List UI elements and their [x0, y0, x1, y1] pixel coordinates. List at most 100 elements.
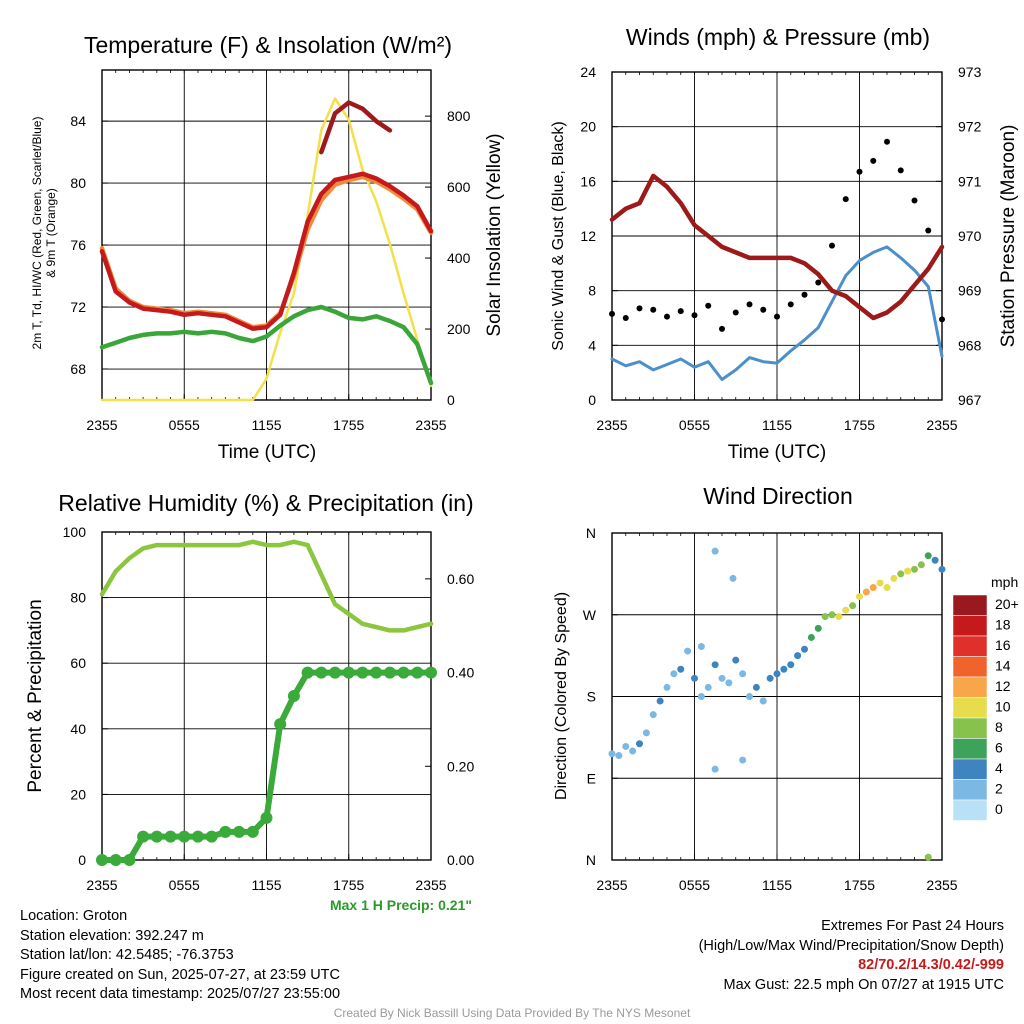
- wind-gust-point: [732, 309, 739, 316]
- temp-right-tick-label: 200: [447, 321, 471, 337]
- dir-point: [856, 593, 863, 601]
- temp-right-tick-label: 0: [447, 392, 455, 408]
- wind-gust-point: [622, 315, 629, 321]
- dir-x-tick-label: 2355: [596, 877, 627, 893]
- wind-gust-point: [801, 291, 808, 298]
- rh-right-yaxis: [425, 578, 431, 861]
- dir-point: [828, 611, 836, 619]
- dir-point: [787, 661, 795, 669]
- rh-precip-point: [260, 811, 273, 824]
- wind-gust-point: [705, 302, 712, 309]
- rh-precip-point: [205, 830, 218, 843]
- legend-swatch: [952, 717, 988, 739]
- legend-swatch: [952, 635, 988, 657]
- dir-point: [718, 674, 726, 682]
- legend-swatch: [952, 656, 988, 678]
- temp-x-tick-label: 2355: [415, 417, 446, 433]
- wind-gust-point: [815, 279, 822, 286]
- legend-label: 16: [995, 637, 1011, 653]
- dir-y-tick-label: N: [586, 525, 596, 541]
- temp-axes: [101, 69, 432, 401]
- wind-gust-point: [664, 313, 670, 320]
- rh-right-tick-label: 0.60: [447, 571, 474, 587]
- credit-text: Created By Nick Bassill Using Data Provi…: [333, 1006, 691, 1020]
- dir-point: [807, 633, 815, 641]
- dir-ylabel: Direction (Colored By Speed): [553, 592, 570, 800]
- rh-x-tick-label: 1755: [333, 877, 364, 893]
- dir-point: [759, 697, 767, 705]
- extremes-values: 82/70.2/14.3/0.42/-999: [858, 957, 1004, 973]
- dir-point: [739, 756, 747, 764]
- rh-precip-point: [301, 666, 314, 679]
- wind-title: Winds (mph) & Pressure (mb): [626, 24, 930, 50]
- wind-gust-point: [897, 167, 904, 174]
- temp-x-tick-label: 0555: [169, 417, 200, 433]
- rh-left-tick-label: 80: [70, 590, 86, 606]
- dir-point: [883, 584, 891, 591]
- rh-precip-point: [178, 830, 191, 843]
- rh-precip-point: [246, 825, 259, 838]
- temp-right-yaxis: [425, 115, 431, 401]
- location-text: Location: Groton: [20, 908, 128, 924]
- wind-gust-point: [650, 306, 657, 313]
- wind-gust-point: [870, 157, 877, 164]
- legend-label: 0: [995, 801, 1003, 817]
- rh-precip-point: [96, 854, 108, 866]
- dir-point: [608, 750, 616, 758]
- wind-gust-point: [774, 313, 780, 320]
- dir-point: [649, 711, 657, 719]
- created-text: Figure created on Sun, 2025-07-27, at 23…: [20, 966, 340, 983]
- temp-x-tick-label: 1155: [251, 417, 281, 433]
- wind-gust-point: [746, 301, 753, 308]
- dir-point: [904, 567, 912, 575]
- legend-swatch: [952, 779, 988, 801]
- dir-point: [691, 674, 698, 682]
- legend-swatch: [952, 758, 988, 780]
- legend-swatch: [952, 738, 988, 760]
- rh-left-tick-label: 100: [63, 524, 87, 540]
- dir-point: [780, 665, 788, 673]
- dir-point: [711, 765, 719, 773]
- dir-x-tick-label: 2355: [926, 877, 957, 893]
- legend-label: 2: [995, 781, 1003, 797]
- legend-label: 8: [995, 719, 1003, 735]
- rh-precip-point: [191, 830, 204, 843]
- wind-gust-point: [939, 316, 945, 323]
- rh-right-tick-label: 0.00: [447, 852, 474, 868]
- dir-point: [835, 613, 843, 621]
- legend-label: 4: [995, 760, 1003, 776]
- wind-right-tick-label: 971: [958, 173, 982, 189]
- dir-point: [711, 661, 719, 669]
- rh-precip-point: [219, 825, 232, 838]
- rh-precip-point: [383, 666, 396, 679]
- dir-point: [890, 574, 898, 582]
- rh-left-tick-label: 40: [70, 721, 86, 737]
- wind-right-tick-label: 970: [958, 228, 982, 244]
- rh-left-tick-label: 0: [78, 852, 86, 868]
- rh-title: Relative Humidity (%) & Precipitation (i…: [58, 490, 473, 516]
- dir-point: [911, 565, 918, 573]
- wind-left-tick-label: 16: [580, 173, 596, 189]
- dir-point: [897, 570, 905, 578]
- wind-x-tick-label: 0555: [679, 417, 710, 433]
- temp-series-td: [99, 304, 434, 386]
- dir-point: [697, 693, 705, 700]
- dir-y-tick-label: S: [587, 689, 596, 705]
- rh-precip-point: [233, 825, 246, 838]
- dir-point: [729, 574, 737, 582]
- dir-point: [629, 747, 637, 755]
- dir-point: [938, 565, 946, 573]
- temp-series-hi-wc: [319, 100, 393, 155]
- dir-point: [876, 579, 884, 587]
- dir-point: [704, 683, 712, 691]
- temp-left-tick-label: 80: [70, 175, 86, 191]
- wind-gust-point: [719, 325, 725, 332]
- dir-point: [642, 729, 650, 737]
- rh-precip-point: [411, 666, 424, 679]
- rh-precip-point: [150, 830, 163, 843]
- dir-point: [677, 665, 685, 673]
- temp-left-tick-label: 76: [70, 237, 86, 253]
- wind-ylabel: Sonic Wind & Gust (Blue, Black): [550, 121, 567, 350]
- legend-swatch: [952, 615, 988, 637]
